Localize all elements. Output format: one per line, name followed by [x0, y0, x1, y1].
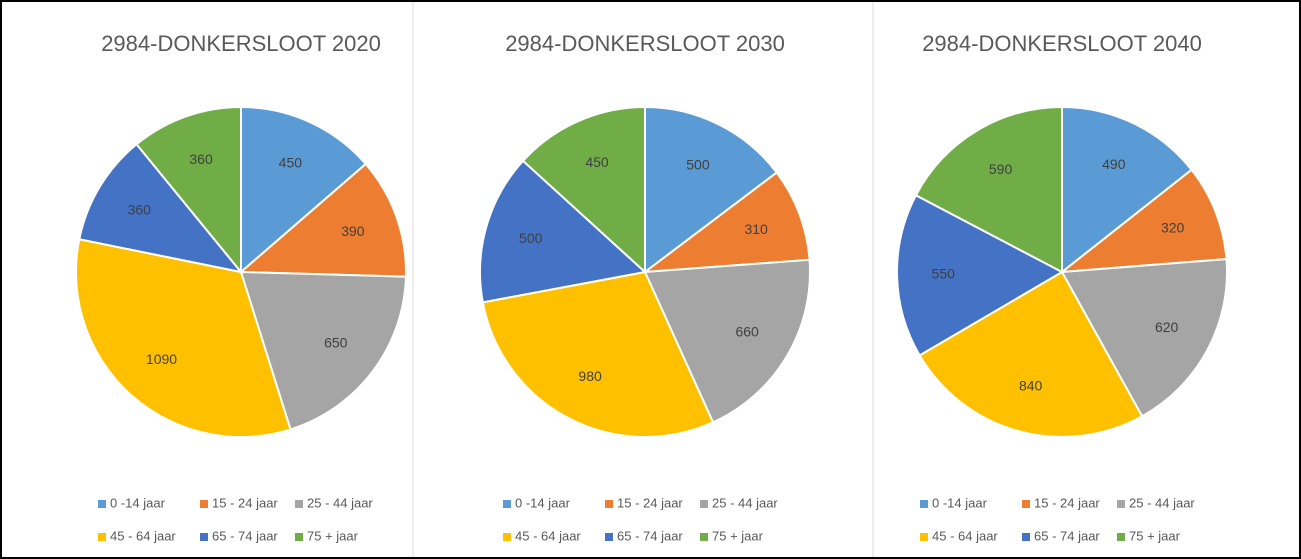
- legend-label: 0 -14 jaar: [515, 495, 571, 510]
- data-label: 450: [279, 155, 303, 171]
- chart-title: 2984-DONKERSLOOT 2030: [505, 31, 785, 56]
- legend-swatch: [295, 533, 303, 541]
- legend-label: 45 - 64 jaar: [932, 528, 998, 543]
- legend-swatch: [503, 500, 511, 508]
- pie-slice: [135, 105, 242, 275]
- data-label: 980: [578, 368, 602, 384]
- legend-swatch: [1117, 533, 1125, 541]
- pie-slice: [918, 270, 1144, 438]
- data-label: 310: [744, 221, 768, 237]
- legend-swatch: [1022, 500, 1030, 508]
- data-label: 550: [932, 265, 956, 281]
- legend-label: 75 + jaar: [712, 528, 764, 543]
- chart-title: 2984-DONKERSLOOT 2020: [101, 31, 381, 56]
- pie-slice: [914, 105, 1063, 274]
- pie-slice: [1060, 258, 1228, 418]
- legend-label: 45 - 64 jaar: [110, 528, 176, 543]
- pie-slice: [481, 270, 715, 438]
- legend-label: 75 + jaar: [1129, 528, 1181, 543]
- legend-label: 25 - 44 jaar: [1129, 495, 1195, 510]
- pie-slice: [644, 105, 779, 275]
- pie-slice: [240, 105, 368, 275]
- data-label: 320: [1161, 219, 1185, 235]
- legend-label: 15 - 24 jaar: [617, 495, 683, 510]
- legend-label: 25 - 44 jaar: [307, 495, 373, 510]
- legend-label: 45 - 64 jaar: [515, 528, 581, 543]
- legend-swatch: [1117, 500, 1125, 508]
- pie-slice: [78, 142, 244, 274]
- data-label: 490: [1102, 156, 1126, 172]
- legend-label: 65 - 74 jaar: [1034, 528, 1100, 543]
- legend-label: 15 - 24 jaar: [1034, 495, 1100, 510]
- pie-slice: [1058, 168, 1228, 274]
- legend-swatch: [503, 533, 511, 541]
- data-label: 360: [128, 201, 152, 217]
- legend-label: 0 -14 jaar: [110, 495, 166, 510]
- legend-label: 25 - 44 jaar: [712, 495, 778, 510]
- data-label: 840: [1019, 377, 1043, 393]
- chart-title: 2984-DONKERSLOOT 2040: [922, 31, 1202, 56]
- data-label: 590: [989, 161, 1013, 177]
- legend-swatch: [1022, 533, 1030, 541]
- data-label: 500: [686, 156, 710, 172]
- pie-slice: [238, 162, 407, 278]
- legend-label: 65 - 74 jaar: [617, 528, 683, 543]
- pie-slice: [75, 238, 292, 438]
- data-label: 620: [1155, 319, 1179, 335]
- legend-swatch: [920, 533, 928, 541]
- legend-swatch: [700, 533, 708, 541]
- legend-swatch: [295, 500, 303, 508]
- data-label: 650: [324, 334, 348, 350]
- pie-slice: [521, 105, 646, 275]
- legend-label: 15 - 24 jaar: [212, 495, 278, 510]
- legend-swatch: [98, 500, 106, 508]
- pie-slice: [479, 159, 648, 304]
- legend-swatch: [605, 533, 613, 541]
- legend-swatch: [920, 500, 928, 508]
- legend-swatch: [700, 500, 708, 508]
- legend-swatch: [98, 533, 106, 541]
- data-label: 360: [189, 151, 213, 167]
- legend-label: 75 + jaar: [307, 528, 359, 543]
- data-label: 450: [585, 154, 609, 170]
- legend-swatch: [200, 533, 208, 541]
- legend-swatch: [200, 500, 208, 508]
- legend-label: 0 -14 jaar: [932, 495, 988, 510]
- data-label: 660: [735, 323, 759, 339]
- pie-slice: [641, 171, 811, 274]
- legend-label: 65 - 74 jaar: [212, 528, 278, 543]
- pie-slice: [643, 258, 811, 424]
- pie-slice: [239, 270, 407, 431]
- data-label: 390: [341, 223, 365, 239]
- data-label: 500: [519, 230, 543, 246]
- legend-swatch: [605, 500, 613, 508]
- pie-slice: [896, 193, 1065, 357]
- pie-slice: [1061, 105, 1193, 275]
- data-label: 1090: [146, 351, 177, 367]
